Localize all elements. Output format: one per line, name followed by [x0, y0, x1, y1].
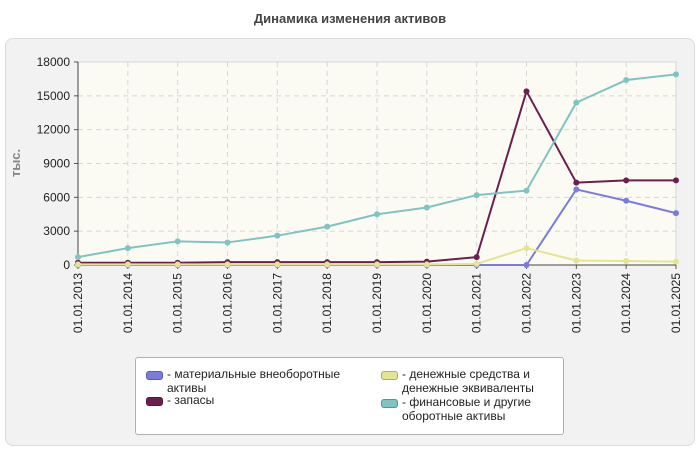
data-point-cash — [573, 257, 580, 264]
data-point-financial-assets — [573, 99, 580, 106]
data-point-material-assets — [573, 186, 580, 193]
data-point-financial-assets — [523, 187, 530, 194]
x-tick-label: 01.01.2018 — [320, 273, 334, 333]
data-point-cash — [124, 261, 131, 268]
y-tick-label: 6000 — [43, 190, 70, 204]
data-point-financial-assets — [673, 71, 679, 78]
y-tick-label: 18000 — [37, 55, 71, 69]
legend-label-financial-assets: - финансовые и другие оборотные активы — [402, 395, 531, 423]
x-tick-label: 01.01.2022 — [520, 273, 534, 333]
x-tick-label: 01.01.2023 — [569, 273, 583, 333]
data-point-financial-assets — [224, 239, 231, 246]
x-tick-label: 01.01.2019 — [370, 273, 384, 333]
x-tick-label: 01.01.2024 — [619, 273, 633, 333]
y-tick-label: 15000 — [37, 89, 71, 103]
data-point-material-assets — [523, 262, 530, 268]
x-tick-label: 01.01.2014 — [121, 273, 135, 333]
data-point-cash — [473, 260, 480, 267]
data-point-financial-assets — [473, 192, 480, 199]
data-point-financial-assets — [124, 245, 131, 252]
legend-item-financial-assets: - финансовые и другие оборотные активы — [381, 395, 561, 423]
legend-swatch-cash — [381, 371, 398, 380]
legend-label-cash: - денежные средства и денежные эквивален… — [402, 367, 534, 395]
data-point-cash — [673, 258, 679, 265]
chart-legend: - материальные внеоборотные активы - зап… — [135, 357, 564, 435]
y-tick-label: 12000 — [37, 123, 71, 137]
y-tick-label: 9000 — [43, 157, 70, 171]
data-point-cash — [374, 261, 380, 268]
data-point-cash — [224, 261, 231, 268]
data-point-financial-assets — [75, 254, 81, 261]
chart-title: Динамика изменения активов — [253, 11, 447, 26]
legend-item-cash: - денежные средства и денежные эквивален… — [381, 367, 561, 395]
x-tick-label: 01.01.2013 — [71, 273, 85, 333]
data-point-inventory — [673, 177, 679, 184]
legend-item-material-assets: - материальные внеоборотные активы — [146, 367, 351, 395]
data-point-cash — [423, 261, 430, 268]
x-tick-label: 01.01.2020 — [420, 273, 434, 333]
y-axis-label: тыс. — [8, 149, 23, 177]
legend-swatch-material-assets — [146, 371, 163, 380]
data-point-cash — [523, 245, 530, 252]
data-point-inventory — [473, 254, 480, 261]
legend-item-inventory: - запасы — [146, 393, 351, 407]
y-tick-label: 3000 — [43, 224, 70, 238]
data-point-financial-assets — [274, 232, 281, 239]
data-point-inventory — [573, 179, 580, 186]
legend-label-inventory: - запасы — [167, 393, 215, 407]
data-point-cash — [174, 261, 181, 268]
data-point-financial-assets — [374, 211, 380, 218]
data-point-financial-assets — [623, 77, 630, 84]
data-point-cash — [324, 261, 331, 268]
data-point-inventory — [523, 88, 530, 95]
data-point-material-assets — [623, 197, 630, 204]
data-point-financial-assets — [423, 204, 430, 211]
x-tick-label: 01.01.2017 — [270, 273, 284, 333]
legend-swatch-inventory — [146, 397, 163, 406]
x-tick-label: 01.01.2021 — [470, 273, 484, 333]
data-point-cash — [623, 258, 630, 265]
data-point-material-assets — [673, 210, 679, 217]
legend-swatch-financial-assets — [381, 399, 398, 408]
data-point-cash — [274, 261, 281, 268]
data-point-financial-assets — [324, 223, 331, 230]
x-tick-label: 01.01.2015 — [171, 273, 185, 333]
x-tick-label: 01.01.2016 — [221, 273, 235, 333]
legend-label-material-assets: - материальные внеоборотные активы — [167, 367, 340, 395]
y-tick-label: 0 — [63, 258, 70, 272]
data-point-financial-assets — [174, 238, 181, 245]
data-point-inventory — [623, 177, 630, 184]
x-tick-label: 01.01.2025 — [669, 273, 683, 333]
data-point-cash — [75, 261, 81, 268]
